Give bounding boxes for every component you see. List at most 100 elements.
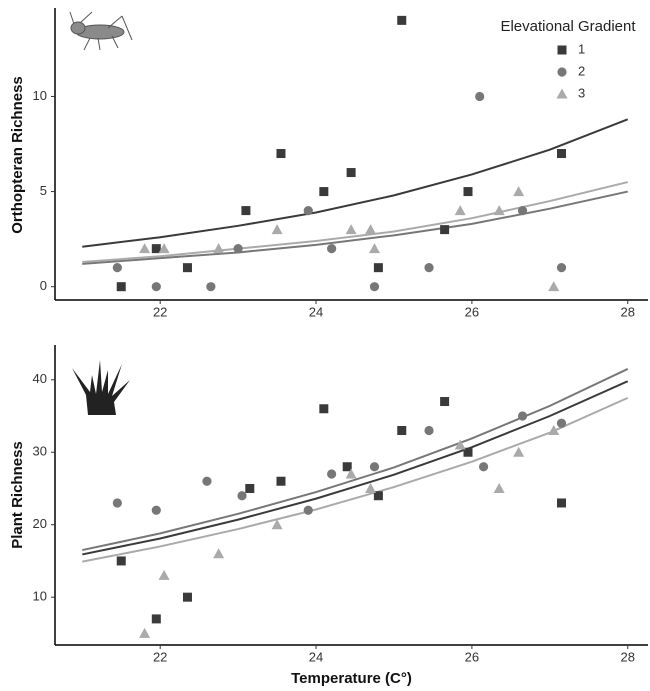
point: [346, 168, 356, 178]
y-tick-label: 40: [33, 371, 47, 386]
grasshopper-icon: [69, 11, 133, 51]
point: [463, 447, 473, 457]
point: [463, 187, 473, 197]
point: [241, 206, 251, 216]
fit-line: [82, 118, 629, 248]
point: [368, 243, 380, 254]
point: [151, 244, 161, 254]
point: [556, 263, 567, 273]
point: [424, 263, 434, 273]
point: [397, 426, 407, 436]
point: [369, 282, 380, 292]
point: [202, 476, 212, 486]
legend-label: 3: [578, 85, 585, 100]
legend-label: 2: [578, 63, 585, 78]
point: [271, 519, 283, 530]
point: [158, 569, 170, 580]
y-tick-label: 5: [40, 183, 47, 198]
point: [213, 243, 225, 254]
x-tick-label: 28: [621, 304, 635, 319]
point: [397, 15, 407, 25]
point: [319, 187, 329, 197]
point: [276, 476, 286, 486]
point: [517, 205, 528, 216]
x-tick-label: 24: [309, 304, 323, 319]
point: [440, 225, 450, 235]
point: [327, 469, 337, 479]
y-tick-label: 0: [40, 278, 47, 293]
x-tick-label: 26: [465, 304, 479, 319]
y-tick-label: 10: [33, 88, 47, 103]
point: [158, 243, 170, 254]
point: [276, 149, 286, 159]
point: [517, 411, 528, 421]
point: [454, 439, 466, 450]
point: [513, 186, 525, 197]
legend-label: 1: [578, 41, 585, 56]
point: [182, 263, 192, 273]
point: [342, 462, 352, 472]
point: [557, 149, 567, 159]
point: [237, 491, 247, 501]
point: [478, 462, 489, 472]
point: [327, 244, 337, 254]
point: [151, 505, 161, 515]
y-tick-label: 10: [33, 589, 47, 604]
legend-title: Elevational Gradient: [500, 18, 636, 35]
point: [139, 627, 151, 638]
point: [454, 205, 466, 216]
y-tick-label: 20: [33, 516, 47, 531]
legend-marker: [557, 67, 567, 77]
x-tick-label: 22: [153, 649, 167, 664]
x-tick-label: 28: [621, 649, 635, 664]
point: [475, 91, 485, 102]
x-tick-label: 22: [153, 304, 167, 319]
fit-line: [82, 190, 628, 265]
point: [245, 483, 255, 493]
x-tick-label: 24: [309, 649, 323, 664]
fit-line: [82, 181, 628, 263]
point: [139, 243, 151, 254]
point: [373, 491, 383, 501]
point: [557, 498, 567, 508]
fit-line: [82, 396, 629, 563]
point: [345, 224, 357, 235]
point: [271, 224, 283, 235]
point: [151, 614, 161, 624]
point: [365, 224, 377, 235]
point: [206, 282, 216, 292]
point: [493, 205, 505, 216]
point: [319, 404, 329, 414]
point: [303, 505, 313, 515]
point: [493, 482, 505, 493]
point: [440, 397, 450, 407]
point: [116, 282, 126, 292]
x-tick-label: 26: [465, 649, 479, 664]
point: [369, 462, 380, 472]
point: [548, 281, 560, 292]
y-axis-title: Plant Richness: [9, 441, 26, 549]
x-axis-title: Temperature (C°): [291, 670, 412, 687]
fit-line: [82, 380, 629, 556]
y-tick-label: 30: [33, 444, 47, 459]
point: [513, 446, 525, 457]
point: [373, 263, 383, 273]
y-axis-title: Orthopteran Richness: [9, 76, 26, 234]
point: [556, 418, 567, 428]
point: [365, 482, 377, 493]
point: [548, 425, 560, 436]
point: [213, 548, 225, 559]
point: [112, 263, 122, 273]
fit-line: [82, 368, 629, 552]
point: [233, 244, 243, 254]
point: [116, 556, 126, 566]
legend-marker: [556, 88, 568, 99]
point: [151, 282, 161, 292]
point: [112, 498, 122, 508]
point: [182, 592, 192, 602]
point: [424, 425, 434, 436]
grass-icon: [72, 360, 130, 415]
legend-marker: [557, 45, 567, 55]
point: [345, 468, 357, 479]
